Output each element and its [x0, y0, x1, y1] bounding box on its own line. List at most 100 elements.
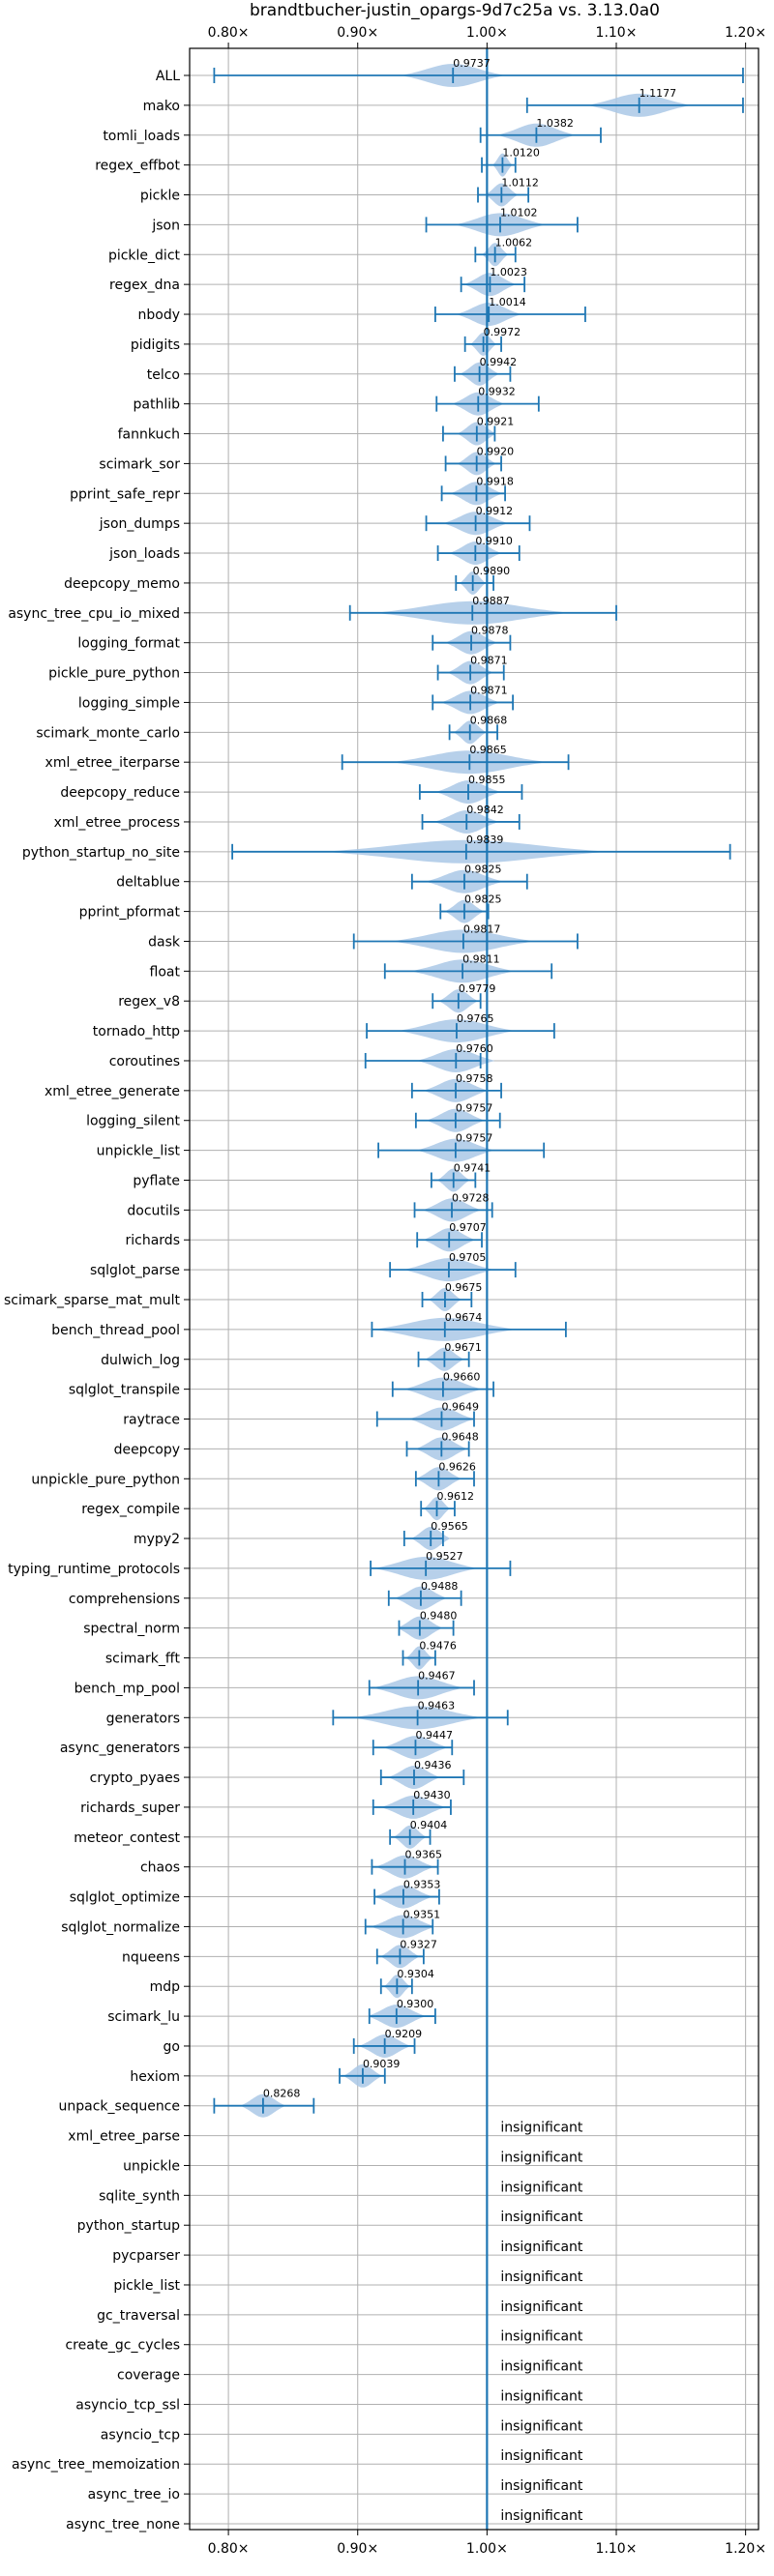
y-tick-label: async_generators [60, 1741, 180, 1756]
y-tick-label: create_gc_cycles [65, 2338, 180, 2354]
y-tick-label: json_dumps [99, 516, 180, 532]
value-label: 0.9463 [418, 1699, 456, 1712]
y-tick-label: coverage [117, 2368, 180, 2384]
y-tick-label: regex_dna [109, 278, 180, 293]
insignificant-label: insignificant [500, 2329, 583, 2345]
value-label: 1.0014 [489, 296, 526, 308]
x-tick-label-bottom: 1.10× [596, 2541, 638, 2557]
y-tick-label: go [164, 2039, 180, 2055]
value-label: 0.9353 [403, 1879, 441, 1891]
insignificant-label: insignificant [500, 2478, 583, 2494]
value-label: 0.9674 [445, 1311, 483, 1324]
insignificant-label: insignificant [500, 2210, 583, 2225]
value-label: 0.9942 [480, 356, 518, 368]
y-tick-label: logging_format [77, 636, 180, 652]
value-label: 0.9871 [470, 684, 507, 696]
value-label: 0.9039 [363, 2058, 401, 2070]
value-label: 0.9855 [468, 774, 505, 786]
value-label: 0.9921 [477, 416, 515, 428]
value-label: 0.9972 [484, 326, 521, 338]
y-tick-label: docutils [127, 1203, 180, 1218]
y-tick-label: pprint_safe_repr [70, 486, 180, 502]
value-label: 0.9300 [397, 1998, 434, 2010]
value-label: 0.9365 [405, 1849, 443, 1861]
y-tick-label: python_startup [77, 2218, 180, 2234]
y-tick-label: async_tree_none [66, 2517, 180, 2532]
value-label: 0.9757 [456, 1102, 493, 1115]
x-tick-label-bottom: 1.00× [466, 2541, 508, 2557]
y-tick-label: unpickle [123, 2158, 180, 2174]
y-tick-label: pickle [140, 189, 180, 204]
y-tick-label: scimark_lu [107, 2009, 180, 2025]
y-tick-label: bench_thread_pool [51, 1323, 180, 1338]
value-label: 1.0382 [536, 117, 574, 130]
y-tick-label: ALL [156, 69, 180, 84]
value-label: 0.9825 [464, 864, 502, 876]
value-label: 0.9741 [454, 1161, 491, 1174]
y-tick-label: fannkuch [118, 427, 180, 443]
y-tick-label: sqlglot_normalize [61, 1919, 180, 1935]
insignificant-label: insignificant [500, 2359, 583, 2375]
value-label: 0.9304 [397, 1968, 434, 1980]
value-label: 0.9839 [466, 834, 503, 846]
value-label: 0.9871 [470, 655, 507, 667]
y-tick-label: crypto_pyaes [90, 1771, 180, 1786]
x-tick-label-bottom: 0.80× [208, 2541, 250, 2557]
x-tick-label-top: 1.20× [725, 25, 766, 41]
value-label: 1.0112 [501, 177, 539, 190]
y-tick-label: pidigits [131, 337, 180, 353]
insignificant-label: insignificant [500, 2269, 583, 2285]
y-tick-label: scimark_sparse_mat_mult [4, 1293, 180, 1308]
y-tick-label: comprehensions [69, 1592, 180, 1607]
y-tick-label: telco [147, 367, 180, 383]
value-label: 0.9728 [452, 1191, 490, 1204]
value-label: 0.9737 [453, 57, 491, 70]
y-tick-label: gc_traversal [97, 2308, 180, 2324]
y-tick-label: dask [148, 934, 181, 950]
x-tick-label-top: 0.90× [337, 25, 378, 41]
x-tick-label-bottom: 0.90× [337, 2541, 378, 2557]
value-label: 0.9811 [462, 952, 499, 965]
insignificant-label: insignificant [500, 2180, 583, 2195]
x-tick-label-top: 1.00× [466, 25, 508, 41]
value-label: 0.9436 [414, 1759, 452, 1771]
value-label: 0.9758 [456, 1072, 493, 1085]
y-tick-label: pickle_pure_python [48, 666, 180, 682]
value-label: 0.9527 [426, 1550, 463, 1563]
y-tick-label: dulwich_log [101, 1353, 180, 1368]
insignificant-label: insignificant [500, 2508, 583, 2524]
value-label: 0.9707 [449, 1221, 487, 1234]
y-tick-label: sqlglot_parse [90, 1263, 180, 1278]
insignificant-label: insignificant [500, 2299, 583, 2315]
y-tick-label: async_tree_cpu_io_mixed [8, 606, 180, 622]
value-label: 0.9660 [443, 1371, 481, 1384]
y-tick-label: scimark_sor [99, 456, 180, 472]
value-label: 0.9565 [431, 1520, 468, 1533]
value-label: 0.9209 [385, 2028, 423, 2040]
value-label: 0.9878 [471, 625, 509, 637]
value-label: 0.9476 [419, 1640, 457, 1653]
y-tick-label: sqlglot_transpile [69, 1383, 180, 1398]
y-tick-label: deepcopy_reduce [60, 785, 180, 801]
value-label: 0.9890 [473, 565, 511, 577]
y-tick-label: unpack_sequence [59, 2099, 180, 2115]
y-tick-label: deepcopy [114, 1442, 180, 1457]
y-tick-label: nqueens [122, 1949, 180, 1965]
y-tick-label: bench_mp_pool [74, 1681, 180, 1696]
y-tick-label: json [151, 218, 180, 233]
y-tick-label: regex_effbot [95, 159, 180, 174]
y-tick-label: pickle_list [113, 2278, 180, 2294]
value-label: 1.0023 [490, 266, 526, 278]
value-label: 0.9467 [418, 1669, 456, 1682]
chart-title: brandtbucher-justin_opargs-9d7c25a vs. 3… [250, 1, 660, 20]
y-tick-label: async_tree_io [88, 2487, 180, 2503]
value-label: 0.9675 [445, 1281, 483, 1294]
value-label: 0.9649 [441, 1401, 479, 1414]
value-label: 0.9447 [415, 1729, 453, 1742]
y-tick-label: tomli_loads [103, 129, 180, 144]
y-tick-label: hexiom [130, 2069, 180, 2085]
value-label: 0.9705 [449, 1251, 487, 1264]
y-tick-label: async_tree_memoization [12, 2457, 180, 2473]
value-label: 0.9404 [410, 1819, 448, 1831]
